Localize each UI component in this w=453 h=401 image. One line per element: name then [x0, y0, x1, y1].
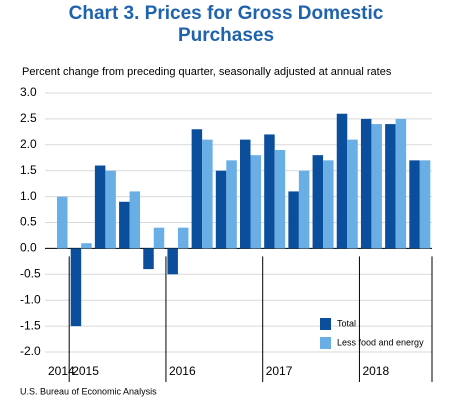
- y-tick-label: 1.0: [20, 189, 37, 203]
- y-tick-label: -1.5: [20, 318, 41, 332]
- y-tick-label: -1.0: [20, 292, 41, 306]
- y-tick-label: -0.5: [20, 266, 41, 280]
- bar: [264, 134, 275, 249]
- x-tick-label: 2016: [169, 364, 196, 378]
- y-tick-label: 1.5: [20, 163, 37, 177]
- bar: [143, 248, 154, 270]
- bar: [81, 243, 92, 249]
- bar: [105, 170, 116, 249]
- bar: [153, 227, 165, 249]
- legend-swatch: [320, 337, 331, 349]
- x-tick-label: 2017: [266, 364, 293, 378]
- bar: [94, 165, 106, 249]
- y-tick-label: 3.0: [20, 85, 37, 99]
- bar: [336, 113, 348, 249]
- bar: [312, 155, 324, 249]
- bar: [409, 160, 420, 249]
- bar: [288, 191, 299, 249]
- y-tick-label: 0.0: [20, 241, 37, 255]
- bar: [215, 170, 227, 249]
- bar: [298, 170, 310, 249]
- chart-title: Chart 3. Prices for Gross Domestic: [69, 3, 384, 24]
- y-tick-label: 0.5: [20, 215, 37, 229]
- bar: [347, 139, 358, 249]
- y-tick-label: 2.0: [20, 137, 37, 151]
- bar: [274, 149, 286, 249]
- y-tick-label: -2.0: [20, 344, 41, 358]
- bar: [129, 191, 141, 249]
- bar: [360, 118, 372, 249]
- bar: [57, 196, 68, 249]
- bar: [177, 227, 189, 249]
- bar: [202, 139, 213, 249]
- chart-title: Purchases: [178, 25, 274, 46]
- bar: [191, 129, 203, 249]
- bar: [385, 124, 396, 249]
- bar: [240, 139, 251, 249]
- x-tick-label: 2014: [48, 364, 75, 378]
- y-tick-label: 2.5: [20, 111, 37, 125]
- x-tick-label: 2015: [72, 364, 99, 378]
- bar: [323, 160, 334, 249]
- bar: [119, 201, 130, 249]
- legend-label: Less food and energy: [337, 337, 424, 347]
- bar: [226, 160, 237, 249]
- bar: [395, 118, 407, 249]
- legend-swatch: [320, 318, 331, 330]
- x-tick-label: 2018: [362, 364, 389, 378]
- bar: [419, 160, 431, 249]
- bar: [371, 124, 382, 249]
- bar: [250, 155, 261, 249]
- bar: [70, 248, 82, 327]
- bar: [167, 248, 178, 275]
- source-note: U.S. Bureau of Economic Analysis: [20, 386, 157, 396]
- chart-subtitle: Percent change from preceding quarter, s…: [22, 66, 392, 78]
- legend-label: Total: [337, 318, 356, 328]
